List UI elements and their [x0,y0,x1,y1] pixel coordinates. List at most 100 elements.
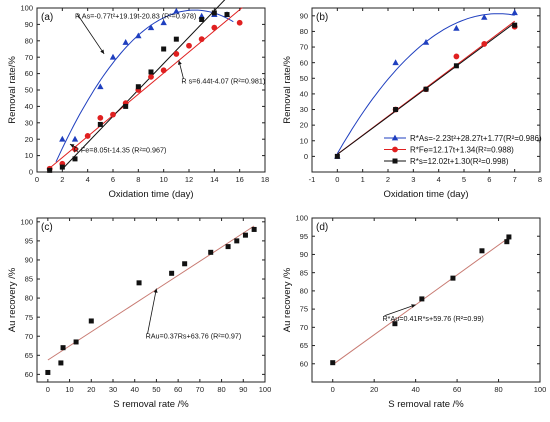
x-tick-label: 2 [386,175,390,184]
x-tick-label: 80 [217,385,225,394]
y-tick-label: 65 [300,341,308,350]
data-point-square [453,63,459,69]
x-tick-label: -1 [309,175,316,184]
y-tick-label: 75 [25,313,33,322]
fit-line [47,225,255,361]
data-point-square [330,360,336,366]
y-tick-label: 10 [300,136,308,145]
x-tick-label: 10 [65,385,73,394]
data-point-square [182,261,188,267]
data-point-triangle [59,135,66,142]
data-point-square [47,167,53,173]
data-point-square [58,360,64,366]
y-tick-label: 60 [300,58,308,67]
x-tick-label: 18 [261,175,269,184]
plot-frame [311,7,541,173]
x-tick-label: 1 [361,175,365,184]
data-point-square [45,369,51,375]
data-point-square [97,121,103,127]
data-point-circle [173,51,180,57]
x-tick-label: 40 [131,385,139,394]
panel-b: -1 0 1 2 3 4 5 6 7 80102030405060708090Oxidation … [282,7,542,200]
annotation-arrowhead [411,304,416,308]
y-axis-label: Removal rate/% [282,56,293,124]
data-point-square [208,249,214,255]
equation-annotation: R s=6.44t-4.07 (R²=0.981) [181,76,265,85]
x-tick-label: 4 [86,175,90,184]
equation-annotation: R*Au=0.41R*s+59.76 (R²=0.99) [382,314,483,323]
y-tick-label: 30 [25,118,33,127]
fit-line [46,7,243,171]
x-tick-label: 0 [335,175,339,184]
data-point-square [88,318,94,324]
data-point-circle [148,73,154,80]
y-tick-label: 90 [300,250,308,259]
y-tick-label: 80 [300,27,308,36]
data-point-circle [160,67,167,74]
x-tick-label: 70 [196,385,204,394]
data-point-triangle [422,38,430,45]
y-tick-label: 85 [300,268,308,277]
data-point-square [334,153,340,159]
x-tick-label: 60 [174,385,182,394]
data-point-circle [84,133,91,139]
equation-annotation: R Fe=8.05t-14.35 (R²=0.967) [74,145,167,154]
data-point-triangle [122,39,129,45]
data-point-triangle [147,24,155,31]
panel-label: (c) [41,222,53,233]
annotation-arrow [76,13,105,55]
data-point-square [251,226,257,232]
x-axis-label: S removal rate /% [388,399,464,410]
x-tick-label: 2 [60,175,64,184]
x-tick-label: 4 [437,175,441,184]
x-tick-label: 20 [87,385,95,394]
y-axis-label: Au recovery /% [7,267,18,332]
y-tick-label: 0 [304,152,308,161]
x-tick-label: 0 [35,175,39,184]
panel-d: 0 20 40 60 80 100 60 65 70 75 80 85 90 95 100 S removal… [282,214,546,410]
y-tick-label: 80 [300,286,308,295]
y-tick-label: 90 [300,11,308,20]
plot-frame [36,217,266,383]
data-point-circle [72,146,78,152]
data-point-square [506,234,512,240]
y-tick-label: 20 [25,135,33,144]
x-tick-label: 40 [411,385,419,394]
y-tick-label: 70 [25,332,33,341]
y-tick-label: 70 [25,53,33,62]
x-tick-label: 5 [462,175,466,184]
x-tick-label: 20 [370,385,378,394]
annotation-arrowhead [177,60,182,65]
y-tick-label: 60 [300,359,308,368]
data-point-circle [211,24,218,31]
data-point-triangle [97,83,104,90]
x-tick-label: 0 [46,385,50,394]
x-tick-label: 90 [239,385,247,394]
data-point-square [136,280,142,286]
data-point-square [60,345,66,351]
panel-a: 0 2 4 6 8 10 12 14 16 18 0 10 20 30 40 50 60 70 80 90 100 Oxi… [7,0,269,200]
y-tick-label: 40 [300,90,308,99]
x-tick-label: 8 [538,175,542,184]
y-axis-label: Removal rate/% [7,56,18,124]
legend-marker-triangle [391,134,399,141]
y-tick-label: 30 [300,105,308,114]
panel-c: 0 10 20 30 40 50 60 70 80 90 100 60 65 70 75 80 85 90 95 10… [7,217,271,410]
y-tick-label: 90 [25,20,33,29]
data-point-triangle [453,24,460,31]
data-point-square [199,16,205,22]
data-point-triangle [135,32,142,39]
data-point-circle [453,53,460,60]
y-tick-label: 100 [20,217,33,226]
data-point-circle [110,111,116,118]
x-tick-label: 6 [111,175,115,184]
data-point-square [73,339,79,345]
annotation-arrow [384,304,416,317]
x-tick-label: 0 [331,385,335,394]
x-axis-label: Oxidation time (day) [108,189,193,200]
data-point-square [161,46,167,52]
x-tick-label: 80 [494,385,502,394]
y-tick-label: 95 [300,232,308,241]
x-tick-label: 30 [109,385,117,394]
annotation-arrowhead [69,144,75,148]
